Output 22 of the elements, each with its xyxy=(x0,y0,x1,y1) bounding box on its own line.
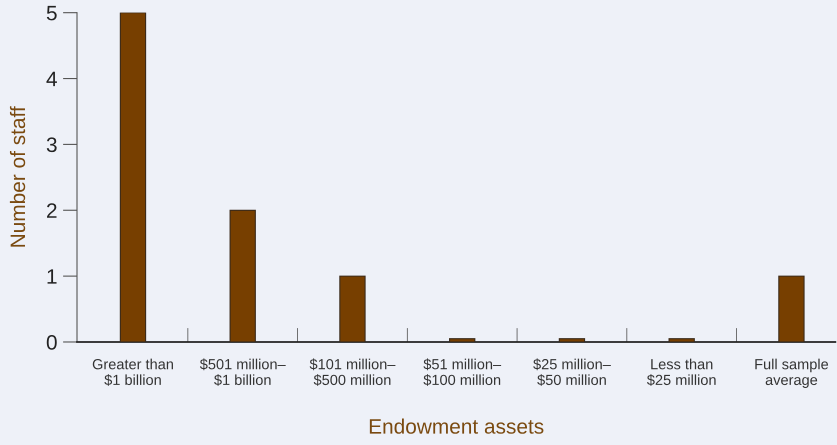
y-tick-label: 3 xyxy=(46,137,57,152)
x-tick-label: Greater than $1 billion xyxy=(92,358,173,386)
y-tick-label: 0 xyxy=(46,334,57,350)
y-tick-label: 4 xyxy=(46,72,57,86)
y-axis-title: Number of staff xyxy=(10,106,26,247)
bar xyxy=(120,12,146,342)
x-tick-label: Less than $25 million xyxy=(646,358,716,386)
bar xyxy=(230,210,256,342)
y-tick-label: 2 xyxy=(47,203,57,218)
x-axis-title: Endowment assets xyxy=(370,418,544,434)
bar xyxy=(668,338,695,342)
x-tick-label: Full sample average xyxy=(755,358,828,388)
bar xyxy=(449,338,476,342)
x-tick-label: $101 million– $500 million xyxy=(310,358,396,386)
y-tick-label: 1 xyxy=(48,269,57,284)
x-tick-label: $501 million– $1 billion xyxy=(200,358,286,386)
bar xyxy=(778,276,805,342)
y-tick-label: 5 xyxy=(46,6,57,20)
bar xyxy=(558,338,586,342)
x-tick-label: $25 million– $50 million xyxy=(533,358,611,386)
x-tick-label: $51 million– $100 million xyxy=(423,358,502,386)
bar xyxy=(339,276,366,342)
